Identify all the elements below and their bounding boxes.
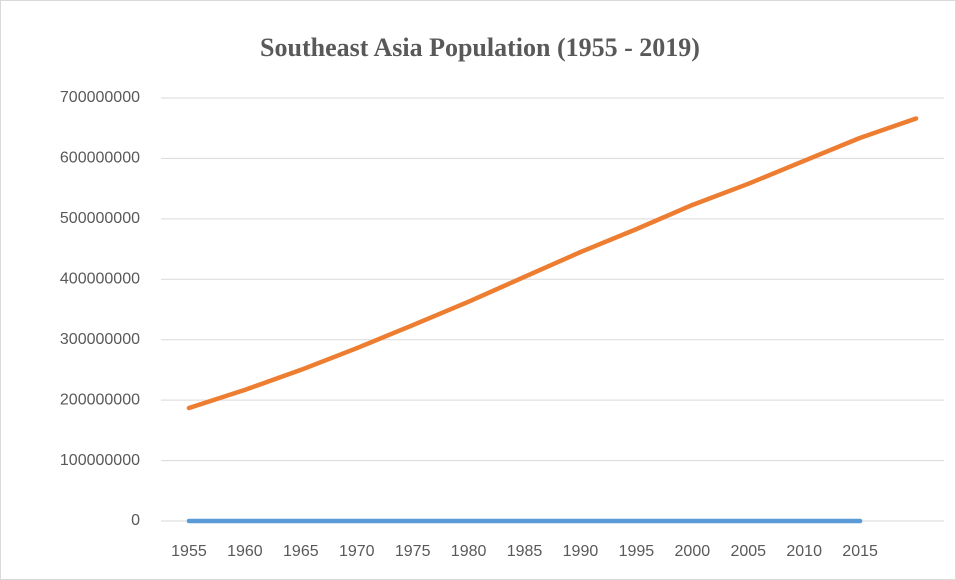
y-tick-label: 300000000 bbox=[60, 331, 140, 348]
x-tick-label: 1970 bbox=[339, 543, 375, 560]
y-tick-label: 100000000 bbox=[60, 452, 140, 469]
y-tick-label: 200000000 bbox=[60, 391, 140, 408]
x-tick-label: 2010 bbox=[786, 543, 822, 560]
x-tick-label: 1975 bbox=[395, 543, 431, 560]
x-tick-label: 1995 bbox=[619, 543, 655, 560]
chart-title: Southeast Asia Population (1955 - 2019) bbox=[260, 33, 700, 62]
x-tick-label: 2015 bbox=[842, 543, 878, 560]
y-tick-label: 500000000 bbox=[60, 210, 140, 227]
y-tick-label: 0 bbox=[131, 512, 140, 529]
x-tick-label: 1960 bbox=[227, 543, 263, 560]
y-tick-label: 700000000 bbox=[60, 89, 140, 106]
x-tick-label: 1955 bbox=[171, 543, 207, 560]
x-tick-label: 1980 bbox=[451, 543, 487, 560]
x-tick-label: 2005 bbox=[730, 543, 766, 560]
series-line bbox=[186, 116, 919, 411]
x-tick-label: 1985 bbox=[507, 543, 543, 560]
x-tick-label: 1990 bbox=[563, 543, 599, 560]
x-tick-label: 1965 bbox=[283, 543, 319, 560]
y-tick-label: 600000000 bbox=[60, 150, 140, 167]
x-tick-label: 2000 bbox=[675, 543, 711, 560]
y-tick-label: 400000000 bbox=[60, 271, 140, 288]
